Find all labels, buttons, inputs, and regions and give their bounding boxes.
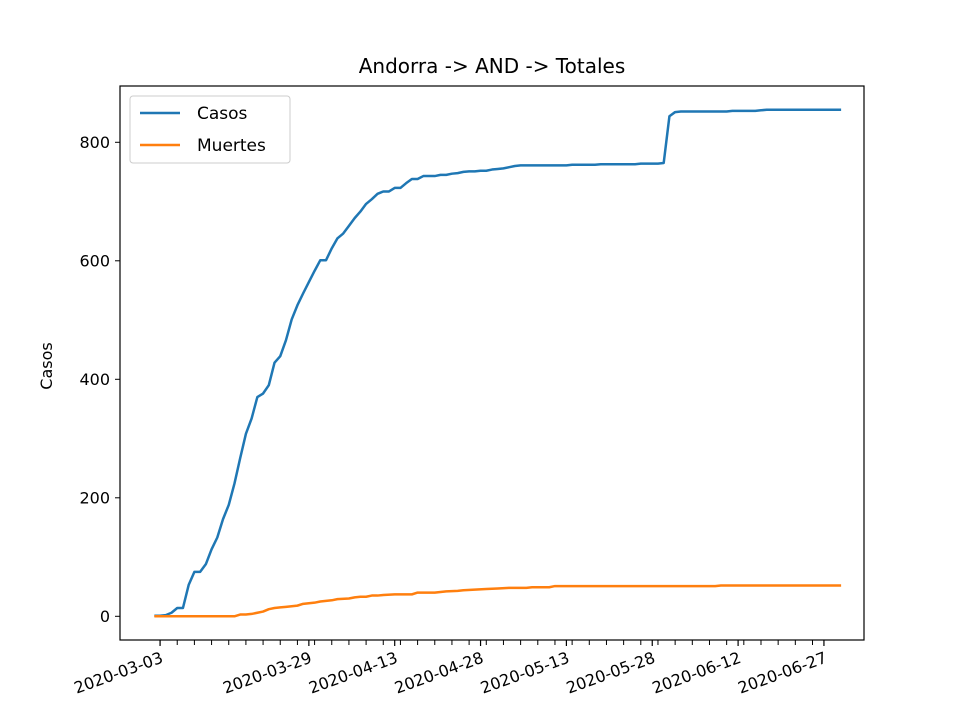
y-tick-label: 600 [79, 251, 110, 270]
y-tick-label: 400 [79, 370, 110, 389]
y-tick-label: 200 [79, 488, 110, 507]
series-line-muertes [154, 584, 842, 618]
plot-area-frame [119, 85, 865, 641]
legend-label-casos: Casos [197, 104, 248, 124]
y-axis-label: Casos [37, 342, 56, 389]
series-layer [154, 108, 842, 618]
chart-title: Andorra -> AND -> Totales [359, 54, 626, 78]
y-axis: 0 200 400 600 800 [79, 133, 120, 626]
series-line-casos [154, 108, 842, 617]
y-tick-label: 0 [100, 607, 110, 626]
legend: Casos Muertes [129, 95, 291, 164]
y-tick-label: 800 [79, 133, 110, 152]
legend-label-muertes: Muertes [197, 136, 266, 156]
